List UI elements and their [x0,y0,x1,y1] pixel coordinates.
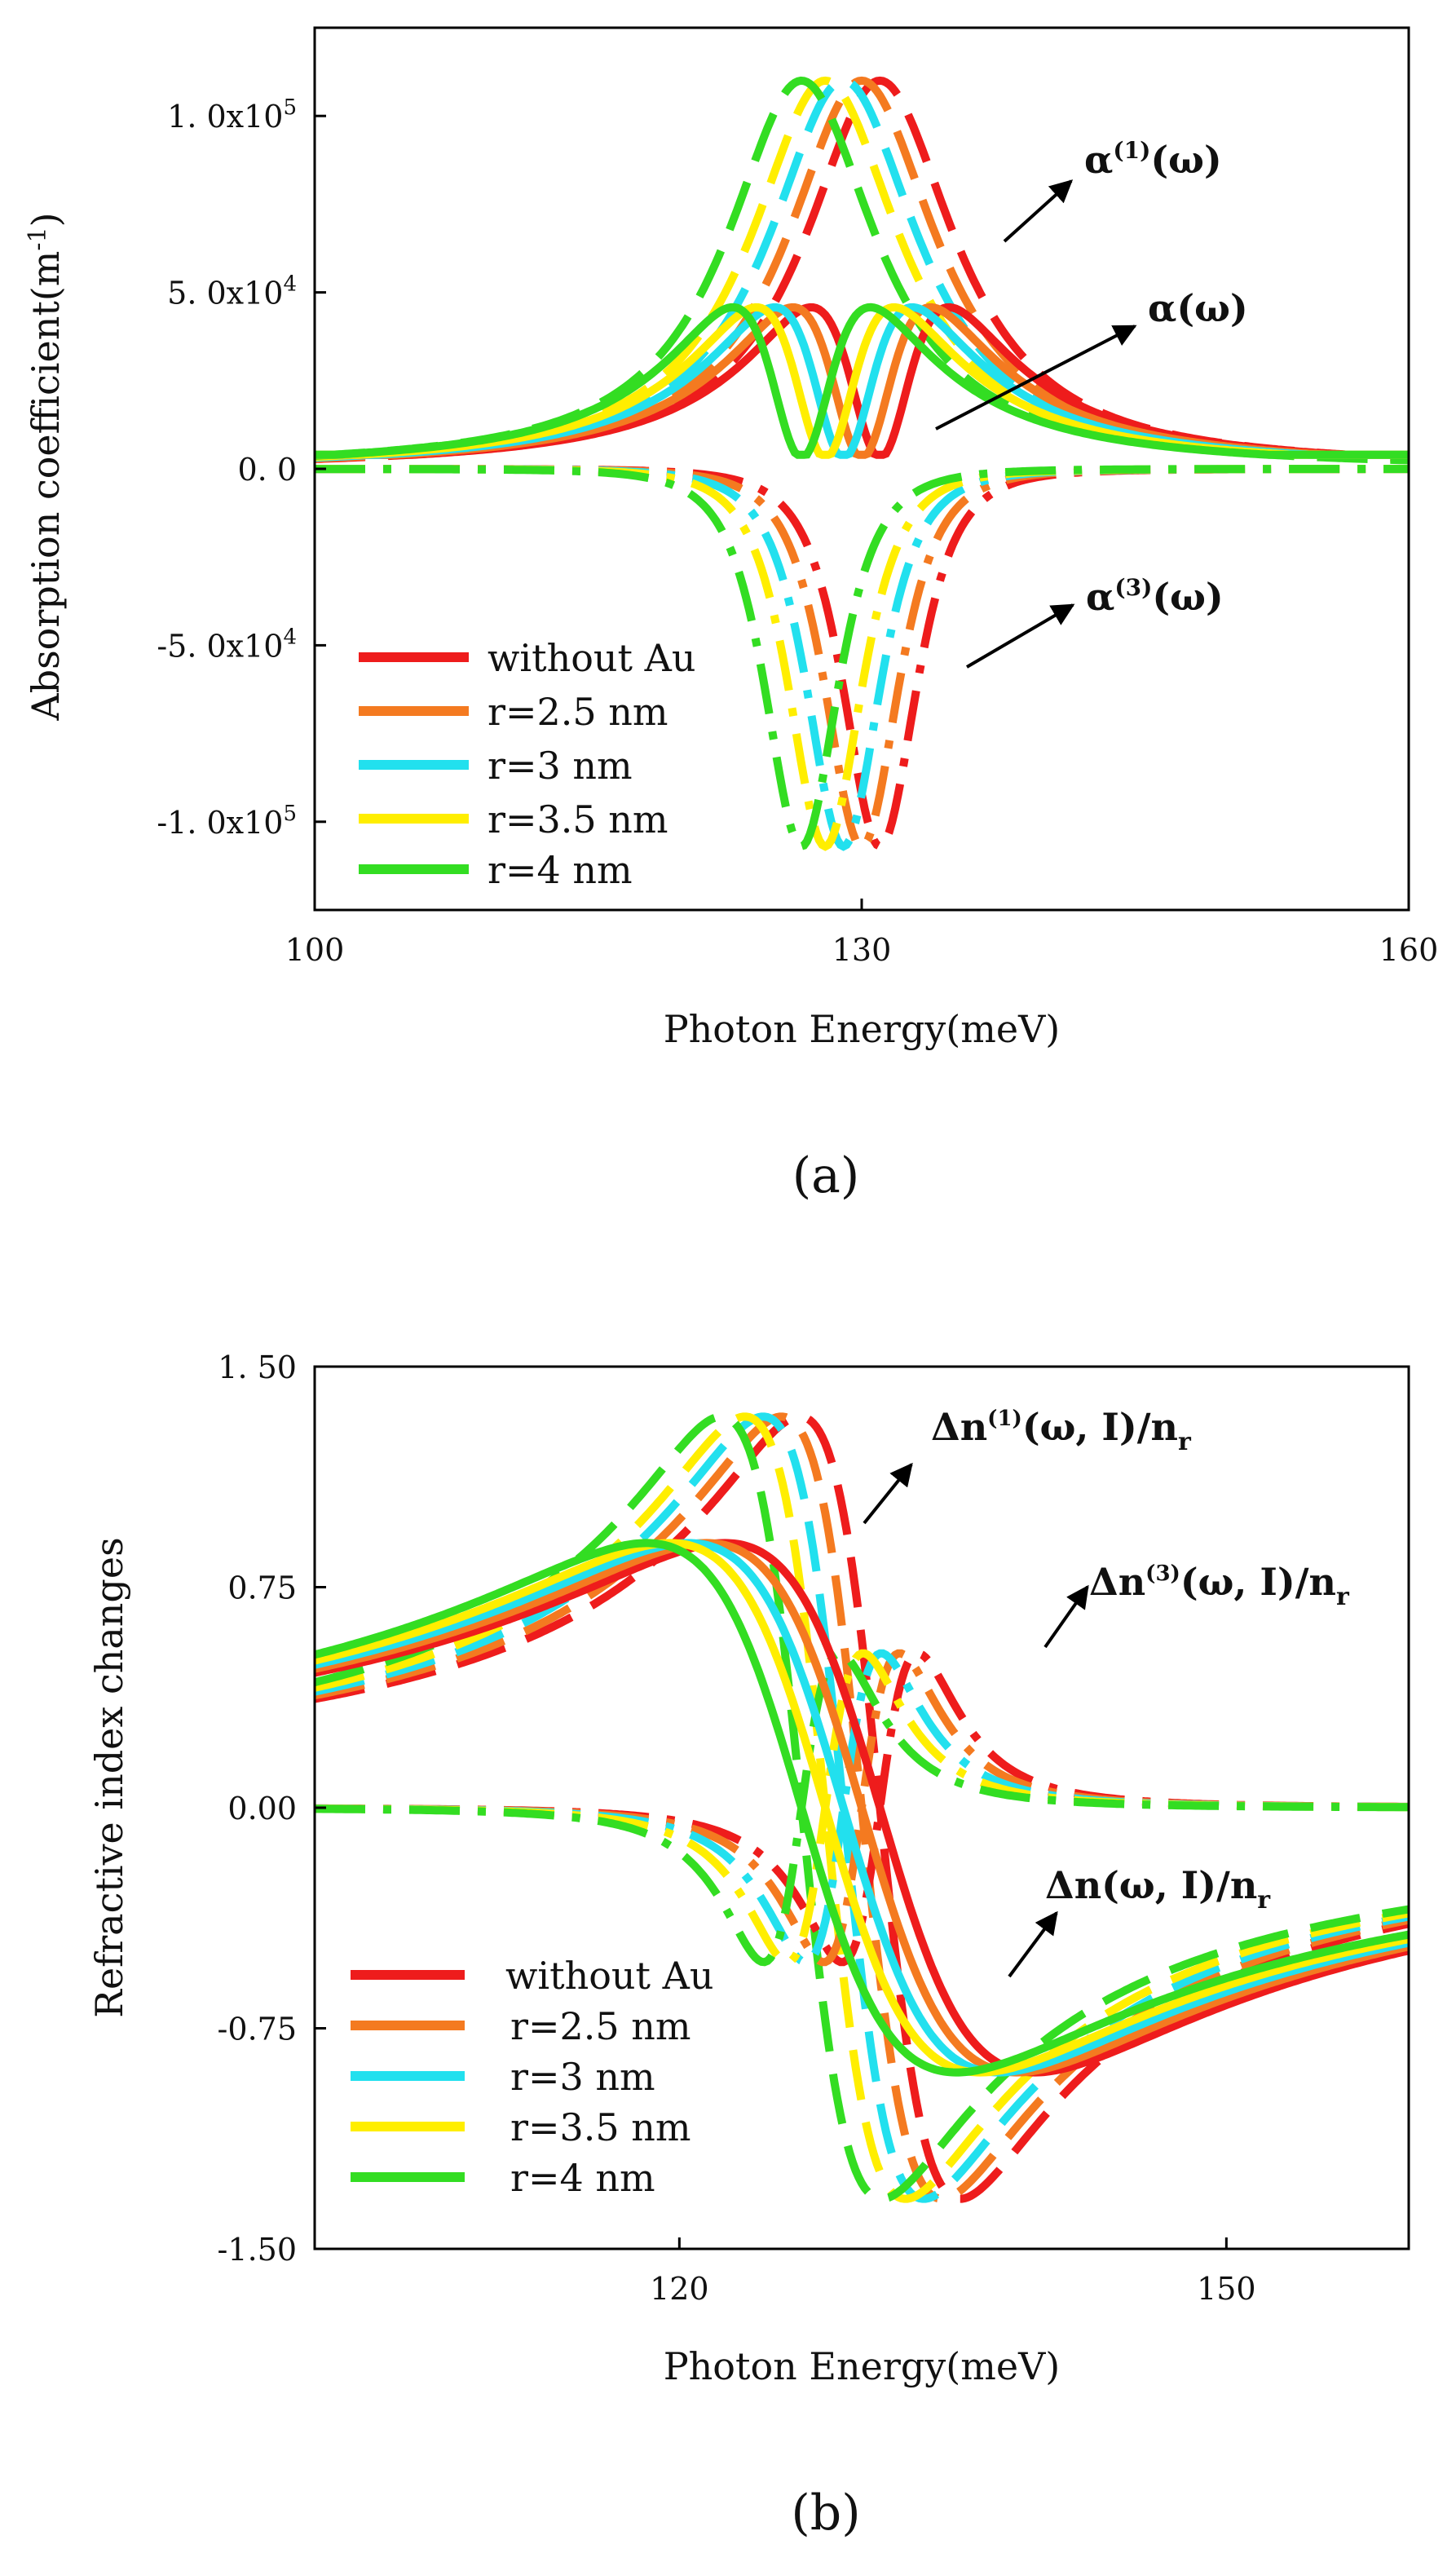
panel-a: 100 130 160 1. 0x105 5. 0x104 0. 0 -5. 0x104 -1… [24,26,1438,1204]
annotation-arrow [935,325,1137,431]
panel-b-x-tick-label: 150 [1197,2271,1256,2307]
panel-a-y-tick-label: 5. 0x104 [167,272,297,311]
panel-b-curve-dn1-0 [315,1412,1409,2203]
panel-a-curve-alpha-4 [315,303,1409,459]
panel-b-annotations: Δn(1)(ω, I)/nr Δn(3)(ω, I)/nr Δn(ω, I)/n… [863,1405,1350,1978]
panel-a-curve-alpha3-2 [315,465,1409,851]
panel-b-curve-dn3-3 [315,1649,1409,1967]
annotation-arrow [1008,1910,1058,1978]
panel-a-curves [315,76,1409,851]
panel-b-curves [315,1412,1409,2203]
panel-b-y-axis-label: Refractive index changes [87,1537,131,2017]
annotation-arrow [1043,1584,1089,1649]
annotation-arrow [1003,179,1074,243]
panel-b-x-axis-label: Photon Energy(meV) [664,2344,1061,2388]
annotation-dn3-label: Δn(3)(ω, I)/nr [1089,1560,1350,1611]
panel-a-legend: without Au r=2.5 nm r=3 nm r=3.5 nm r=4 … [359,636,695,892]
annotation-dn-label: Δn(ω, I)/nr [1045,1863,1271,1915]
panel-b-legend-label: r=4 nm [510,2156,655,2200]
panel-a-x-tick-label: 100 [285,932,345,968]
panel-a-y-tick-label: -5. 0x104 [157,625,297,664]
annotation-alpha3-label: α(3)(ω) [1086,574,1224,619]
panel-b-y-tick-label: -0.75 [218,2012,297,2047]
panel-a-label: (a) [792,1147,860,1204]
panel-b-legend-label: without Au [505,1954,713,1998]
panel-b-ticks: 120 150 1. 50 0.75 0.00 -0.75 -1.50 [218,1349,1256,2307]
panel-b-label: (b) [791,2485,860,2542]
panel-b-curve-dn-4 [315,1539,1409,2077]
panel-b-curve-dn-0 [315,1539,1409,2077]
panel-b-x-tick-label: 120 [650,2271,709,2307]
panel-b-curve-dn-3 [315,1539,1409,2077]
annotation-arrow [863,1462,913,1525]
panel-b-legend: without Au r=2.5 nm r=3 nm r=3.5 nm r=4 … [351,1954,713,2200]
panel-b-y-tick-label: 1. 50 [218,1349,297,1385]
panel-b-y-tick-label: 0.75 [227,1570,297,1606]
panel-a-legend-label: r=4 nm [488,848,633,892]
panel-a-x-tick-label: 130 [832,932,892,968]
panel-a-legend-label: r=2.5 nm [488,690,668,734]
panel-a-legend-label: r=3 nm [488,744,633,788]
panel-b-y-tick-label: 0.00 [227,1791,297,1826]
panel-a-y-tick-label: 1. 0x105 [167,95,297,135]
panel-b-curve-dn3-2 [315,1649,1409,1967]
panel-a-curve-alpha1-3 [315,76,1409,464]
panel-b: 120 150 1. 50 0.75 0.00 -0.75 -1.50 Photon Ene… [87,1349,1410,2542]
panel-b-curve-dn3-4 [315,1649,1409,1967]
panel-b-y-tick-label: -1.50 [218,2232,297,2268]
panel-a-y-tick-label: 0. 0 [237,452,297,488]
panel-a-legend-label: r=3.5 nm [488,797,668,841]
panel-a-x-axis-label: Photon Energy(meV) [664,1007,1061,1051]
panel-b-legend-label: r=2.5 nm [510,2004,691,2048]
panel-a-y-axis-label: Absorption coefficient(m-1) [24,212,68,721]
panel-b-legend-label: r=3 nm [510,2055,655,2099]
panel-b-legend-label: r=3.5 nm [510,2105,691,2149]
annotation-alpha1-label: α(1)(ω) [1084,137,1222,182]
panel-b-curve-dn-2 [315,1539,1409,2077]
panel-a-annotations: α(1)(ω) α(ω) α(3)(ω) [935,137,1248,669]
panel-a-curve-alpha3-4 [315,465,1409,851]
panel-a-legend-label: without Au [488,636,695,680]
annotation-dn1-label: Δn(1)(ω, I)/nr [931,1405,1192,1456]
panel-b-curve-dn-1 [315,1539,1409,2077]
annotation-arrow [965,603,1075,669]
panel-a-ticks: 100 130 160 1. 0x105 5. 0x104 0. 0 -5. 0x104 -1… [157,95,1438,968]
panel-a-y-tick-label: -1. 0x105 [157,802,297,841]
panel-a-x-tick-label: 160 [1379,932,1439,968]
annotation-alpha-label: α(ω) [1148,286,1248,330]
